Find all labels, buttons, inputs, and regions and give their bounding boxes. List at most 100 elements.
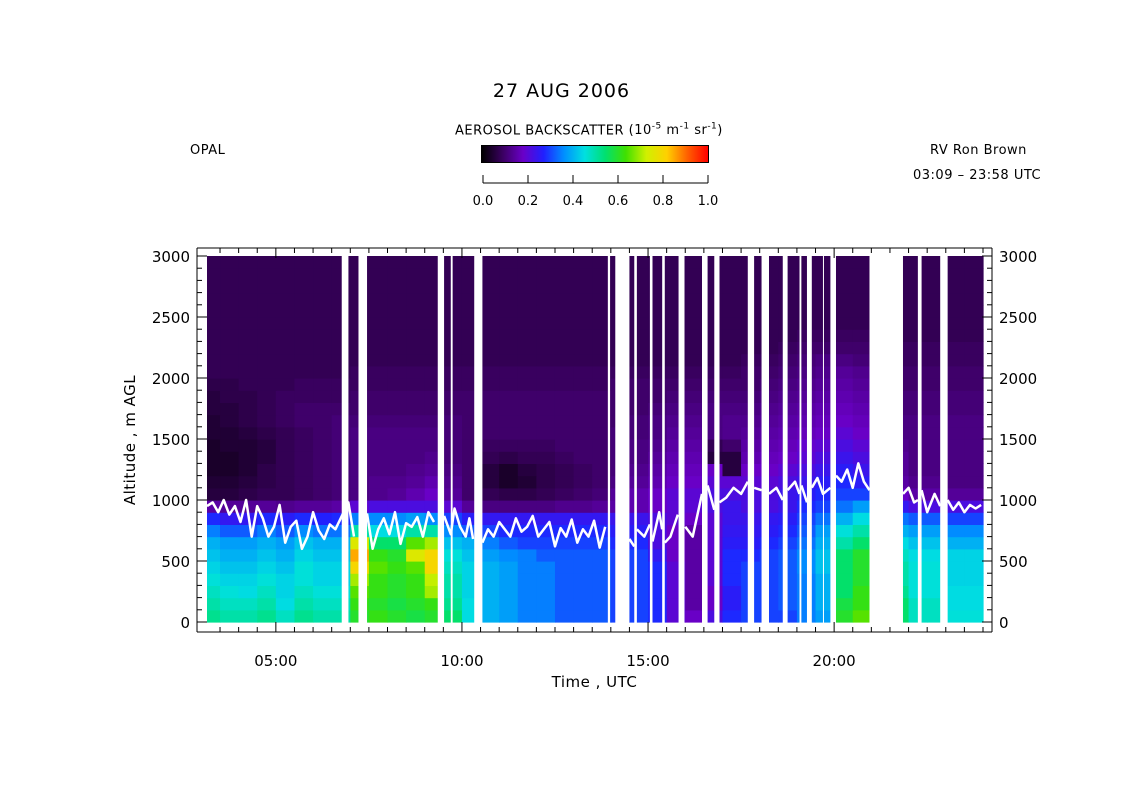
- heatmap-cell: [517, 524, 537, 538]
- heatmap-cell: [536, 329, 556, 342]
- heatmap-cell: [294, 414, 314, 428]
- boundary-layer-line: [365, 510, 436, 551]
- heatmap-cell: [480, 341, 500, 355]
- heatmap-cell: [815, 548, 835, 562]
- plot-axes: 05:00 10:00 15:00 20:00 0 0 500 500 1000 1000 1500…: [152, 247, 1037, 670]
- heatmap-cell: [257, 597, 277, 611]
- heatmap-cell: [207, 402, 221, 416]
- heatmap-cell: [368, 329, 389, 342]
- heatmap-cell: [499, 268, 519, 281]
- heatmap-cell: [573, 292, 593, 306]
- heatmap-cell: [834, 451, 854, 464]
- heatmap-cell: [815, 536, 835, 550]
- heatmap-cell: [313, 292, 333, 306]
- heatmap-cell: [313, 561, 333, 574]
- heatmap-cell: [443, 561, 463, 574]
- heatmap-cell: [207, 597, 221, 611]
- heatmap-cell: [778, 378, 798, 391]
- heatmap-cell: [629, 280, 649, 294]
- heatmap-cell: [592, 402, 612, 416]
- heatmap-cell: [573, 487, 593, 501]
- heatmap-cell: [443, 475, 463, 489]
- heatmap-cell: [313, 256, 333, 269]
- y-tick-label: 2500: [152, 309, 190, 327]
- heatmap-cell: [406, 329, 426, 342]
- heatmap-cell: [220, 463, 240, 477]
- heatmap-cell: [554, 280, 575, 294]
- heatmap-cell: [238, 280, 258, 294]
- heatmap-cell: [815, 256, 835, 269]
- heatmap-cell: [629, 573, 649, 586]
- heatmap-cell: [592, 439, 612, 452]
- heatmap-cell: [294, 256, 314, 269]
- heatmap-cell: [220, 268, 240, 281]
- heatmap-cell: [517, 573, 537, 586]
- heatmap-cell: [834, 402, 854, 416]
- y-tick-label-right: 3000: [999, 248, 1037, 266]
- heatmap-cell: [685, 304, 705, 318]
- heatmap-cell: [536, 536, 556, 550]
- heatmap-cell: [368, 317, 389, 330]
- heatmap-cell: [778, 402, 798, 416]
- heatmap-cell: [275, 573, 296, 586]
- heatmap-cell: [499, 414, 519, 428]
- heatmap-cell: [722, 597, 742, 611]
- heatmap-cell: [722, 512, 742, 525]
- heatmap-cell: [406, 268, 426, 281]
- heatmap-cell: [207, 426, 221, 440]
- heatmap-cell: [815, 500, 835, 513]
- heatmap-cell: [406, 402, 426, 416]
- heatmap-cell: [685, 597, 705, 611]
- heatmap-cell: [722, 548, 742, 562]
- heatmap-cell: [685, 365, 705, 379]
- heatmap-cell: [257, 317, 277, 330]
- heatmap-cell: [517, 548, 537, 562]
- heatmap-cell: [313, 353, 333, 367]
- heatmap-cell: [517, 329, 537, 342]
- heatmap-cell: [207, 329, 221, 342]
- heatmap-cell: [554, 609, 575, 623]
- heatmap-cell: [480, 378, 500, 391]
- heatmap-cell: [443, 609, 463, 623]
- heatmap-cell: [238, 524, 258, 538]
- heatmap-cell: [834, 353, 854, 367]
- heatmap-cell: [834, 304, 854, 318]
- heatmap-cell: [554, 365, 575, 379]
- data-gap: [761, 255, 769, 623]
- heatmap-cell: [257, 378, 277, 391]
- heatmap-cell: [207, 609, 221, 623]
- x-tick-label: 20:00: [813, 652, 856, 670]
- heatmap-cell: [815, 524, 835, 538]
- heatmap-cell: [368, 280, 389, 294]
- heatmap-cell: [313, 390, 333, 403]
- heatmap-cell: [294, 378, 314, 391]
- heatmap-cell: [945, 268, 965, 281]
- heatmap-cell: [275, 256, 296, 269]
- heatmap-cell: [592, 609, 612, 623]
- data-gap: [799, 255, 802, 623]
- heatmap-cell: [722, 292, 742, 306]
- heatmap-cell: [592, 475, 612, 489]
- heatmap-cell: [499, 402, 519, 416]
- heatmap-cell: [685, 585, 705, 599]
- boundary-layer-line: [663, 514, 679, 544]
- heatmap-cell: [220, 304, 240, 318]
- heatmap-cell: [573, 317, 593, 330]
- heatmap-cell: [443, 365, 463, 379]
- data-gap: [782, 255, 788, 623]
- heatmap-cell: [945, 390, 965, 403]
- heatmap-cell: [945, 414, 965, 428]
- heatmap-cell: [778, 512, 798, 525]
- heatmap-cell: [834, 512, 854, 525]
- heatmap-cell: [573, 304, 593, 318]
- heatmap-cell: [406, 292, 426, 306]
- heatmap-cell: [368, 414, 389, 428]
- heatmap-cell: [406, 609, 426, 623]
- heatmap-cell: [517, 536, 537, 550]
- heatmap-cell: [964, 426, 984, 440]
- heatmap-cell: [834, 524, 854, 538]
- heatmap-cell: [387, 304, 407, 318]
- heatmap-cell: [313, 536, 333, 550]
- heatmap-cell: [945, 585, 965, 599]
- heatmap-cell: [294, 500, 314, 513]
